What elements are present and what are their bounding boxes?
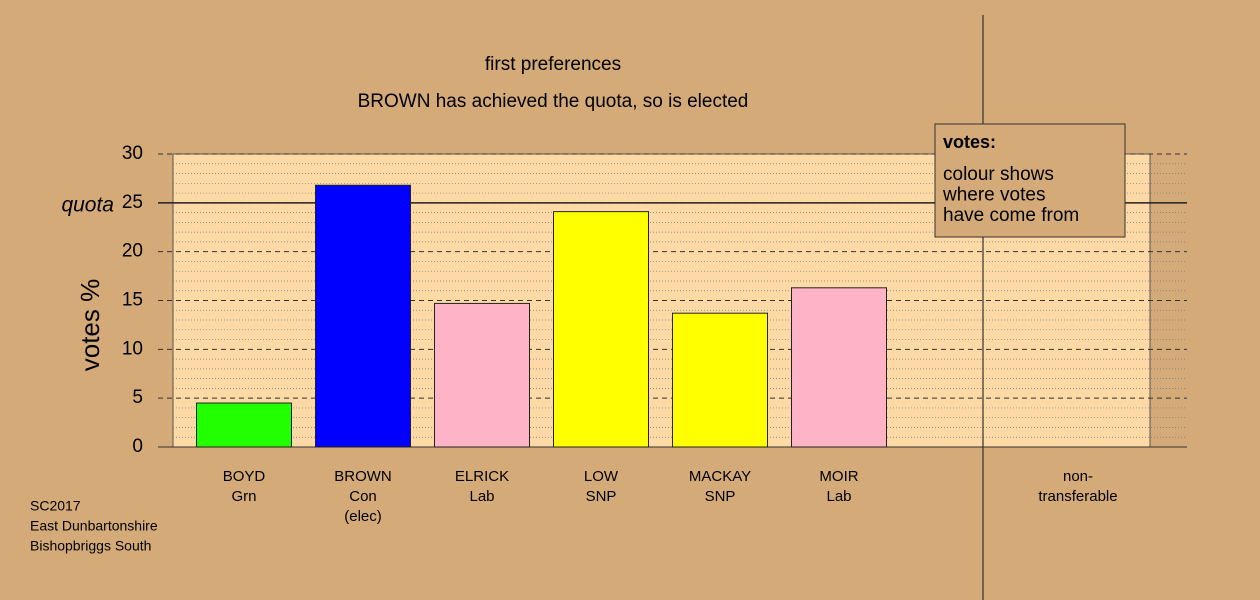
legend-box xyxy=(934,123,1126,238)
y-tick-label: 15 xyxy=(122,290,143,311)
y-tick-label: 20 xyxy=(122,241,143,262)
x-tick-label: (elec) xyxy=(344,508,382,525)
x-tick-label: MACKAY xyxy=(689,468,751,485)
bar xyxy=(315,184,411,448)
y-tick-label: 5 xyxy=(132,387,143,408)
chart-title: first preferences xyxy=(485,54,621,75)
bar xyxy=(791,287,887,448)
footer-text: SC2017 xyxy=(30,498,81,514)
y-tick-label: 0 xyxy=(132,436,143,457)
bar xyxy=(196,402,292,448)
x-tick-label: Con xyxy=(349,488,377,505)
legend-title: votes: xyxy=(943,132,996,152)
x-tick-label: BOYD xyxy=(223,468,266,485)
legend-text: where votes xyxy=(942,185,1045,206)
y-tick-label: 10 xyxy=(122,338,143,359)
quota-label: quota xyxy=(61,193,114,216)
bar xyxy=(434,302,530,448)
x-tick-label: SNP xyxy=(586,488,617,505)
y-tick-label: 30 xyxy=(122,143,143,164)
x-tick-label: Lab xyxy=(826,488,851,505)
y-axis-label: votes % xyxy=(75,279,105,372)
x-tick-label: ELRICK xyxy=(455,468,509,485)
x-tick-label: BROWN xyxy=(334,468,392,485)
x-tick-label: transferable xyxy=(1038,488,1117,505)
legend-text: colour shows xyxy=(943,164,1054,185)
bar xyxy=(672,312,768,448)
y-tick-label: 25 xyxy=(122,192,143,213)
legend-text: have come from xyxy=(943,205,1079,226)
x-tick-label: non- xyxy=(1063,468,1093,485)
x-tick-label: LOW xyxy=(584,468,619,485)
bar xyxy=(553,211,649,448)
x-tick-label: Grn xyxy=(231,488,256,505)
x-tick-label: Lab xyxy=(469,488,494,505)
x-tick-label: MOIR xyxy=(819,468,858,485)
footer-text: East Dunbartonshire xyxy=(30,518,158,534)
chart-subtitle: BROWN has achieved the quota, so is elec… xyxy=(358,91,749,112)
footer-text: Bishopbriggs South xyxy=(30,538,151,554)
x-tick-label: SNP xyxy=(705,488,736,505)
